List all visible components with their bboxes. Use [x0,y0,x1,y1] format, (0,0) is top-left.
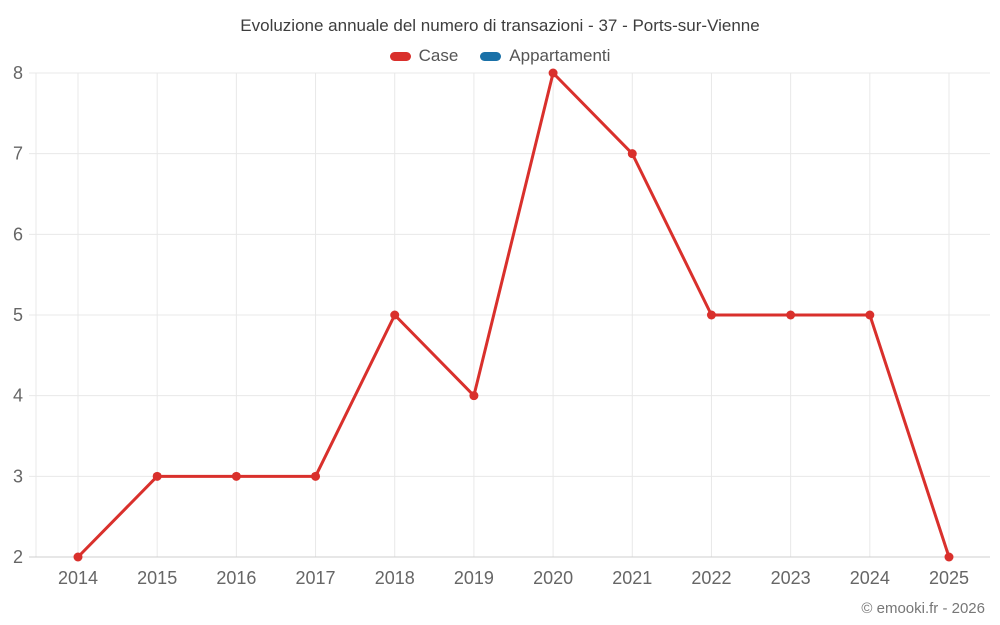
y-axis-labels: 2 3 4 5 6 7 8 [13,63,23,567]
svg-text:4: 4 [13,386,23,406]
svg-text:2016: 2016 [216,568,256,588]
series-case [73,68,954,562]
data-point [865,310,875,320]
svg-text:2: 2 [13,547,23,567]
legend-label-case: Case [418,46,459,65]
chart-legend: Case Appartamenti [0,46,1000,66]
data-point [73,552,83,562]
svg-text:3: 3 [13,466,23,486]
chart-title: Evoluzione annuale del numero di transaz… [240,16,760,35]
svg-text:7: 7 [13,144,23,164]
legend-swatch-case-icon [389,51,411,61]
svg-text:2019: 2019 [454,568,494,588]
svg-text:2018: 2018 [375,568,415,588]
legend-swatch-appartamenti-icon [480,51,502,61]
data-point [786,310,796,320]
x-axis-labels: 2014 2015 2016 2017 2018 2019 2020 2021 2022 2023… [58,568,969,588]
svg-text:2023: 2023 [771,568,811,588]
data-point [152,471,162,481]
svg-text:8: 8 [13,63,23,83]
legend-item-case[interactable]: Case [389,46,459,66]
data-point [231,471,241,481]
svg-text:2024: 2024 [850,568,890,588]
copyright-text: © emooki.fr - 2026 [861,600,985,617]
series-line [76,71,951,559]
data-point [706,310,716,320]
data-point [627,149,637,159]
data-point [311,471,321,481]
svg-text:2015: 2015 [137,568,177,588]
svg-text:2022: 2022 [691,568,731,588]
svg-text:2014: 2014 [58,568,98,588]
data-point [469,391,479,401]
svg-text:5: 5 [13,305,23,325]
legend-item-appartamenti[interactable]: Appartamenti [480,46,610,66]
svg-text:2025: 2025 [929,568,969,588]
horizontal-gridlines [29,72,990,558]
data-point [944,552,954,562]
svg-text:2021: 2021 [612,568,652,588]
data-point [390,310,400,320]
svg-text:2020: 2020 [533,568,573,588]
data-point [548,68,558,78]
svg-text:2017: 2017 [296,568,336,588]
svg-text:6: 6 [13,224,23,244]
legend-label-appartamenti: Appartamenti [509,46,611,65]
